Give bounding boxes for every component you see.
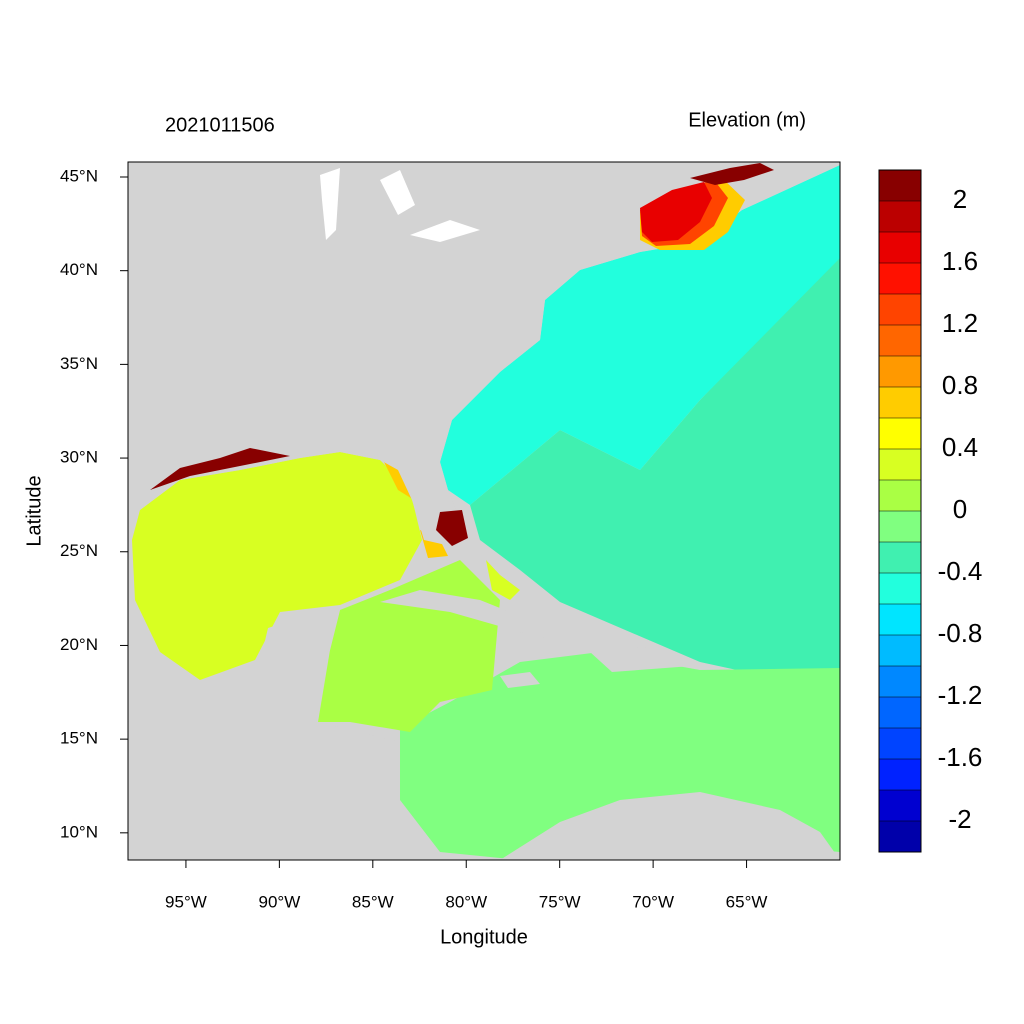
colorbar-frame [878, 169, 922, 853]
colorbar-box [879, 573, 921, 604]
y-axis-label: Latitude [23, 475, 45, 546]
field-region [440, 165, 840, 505]
field-region [382, 455, 414, 500]
colorbar: -2 -1.6 -1.2 -0.8 -0.4 0 0.4 0.8 1.2 1.6 2 [878, 169, 983, 853]
y-tick-label: 10°N [60, 822, 98, 841]
colorbar-box [879, 666, 921, 697]
y-tick-label: 30°N [60, 448, 98, 467]
colorbar-label: -1.2 [938, 680, 983, 710]
land [500, 792, 840, 860]
y-tick-label: 15°N [60, 729, 98, 748]
land [380, 590, 562, 642]
colorbar-box [879, 480, 921, 511]
colorbar-box [879, 728, 921, 759]
field-region [690, 163, 774, 185]
plot-subtitle: Elevation (m) [688, 109, 806, 131]
x-tick-label: 65°W [726, 892, 768, 911]
x-tick-label: 95°W [165, 892, 207, 911]
field-region [486, 560, 520, 600]
x-tick-label: 90°W [258, 892, 300, 911]
colorbar-box [879, 449, 921, 480]
colorbar-box [879, 821, 921, 852]
land [500, 672, 540, 688]
colorbar-label: 0.8 [942, 370, 978, 400]
colorbar-label: 1.2 [942, 308, 978, 338]
land [128, 162, 840, 545]
colorbar-box [879, 790, 921, 821]
colorbar-box [879, 356, 921, 387]
colorbar-label: -0.8 [938, 618, 983, 648]
colorbar-box [879, 418, 921, 449]
colorbar-label: 0.4 [942, 432, 978, 462]
colorbar-box [879, 387, 921, 418]
colorbar-box [879, 325, 921, 356]
colorbar-box [879, 232, 921, 263]
colorbar-box [879, 635, 921, 666]
land [128, 610, 400, 860]
colorbar-box [879, 759, 921, 790]
colorbar-box [879, 604, 921, 635]
field-region [470, 255, 840, 675]
lake [410, 220, 480, 242]
colorbar-box [879, 170, 921, 201]
colorbar-box [879, 201, 921, 232]
land [590, 646, 692, 672]
colorbar-box [879, 263, 921, 294]
plot-title: 2021011506 [165, 114, 275, 136]
colorbar-label: 1.6 [942, 246, 978, 276]
colorbar-label: -2 [948, 804, 971, 834]
x-tick-label: 80°W [445, 892, 487, 911]
y-tick-label: 35°N [60, 354, 98, 373]
colorbar-box [879, 697, 921, 728]
y-tick-label: 20°N [60, 635, 98, 654]
colorbar-label: 0 [953, 494, 967, 524]
colorbar-box [879, 542, 921, 573]
y-tick-label: 40°N [60, 260, 98, 279]
lake [380, 170, 415, 215]
colorbar-box [879, 511, 921, 542]
field-region [132, 452, 422, 680]
colorbar-label: 2 [953, 184, 967, 214]
lake [320, 168, 340, 240]
map-frame [127, 161, 841, 861]
field-region [150, 448, 290, 490]
colorbar-label: -1.6 [938, 742, 983, 772]
x-tick-label: 75°W [539, 892, 581, 911]
colorbar-box [879, 294, 921, 325]
y-tick-label: 45°N [60, 166, 98, 185]
x-tick-label: 70°W [632, 892, 674, 911]
x-tick-label: 85°W [352, 892, 394, 911]
field-region [436, 510, 468, 546]
field-region [640, 182, 712, 242]
x-axis-label: Longitude [440, 926, 528, 948]
map-area [127, 161, 841, 861]
colorbar-label: -0.4 [938, 556, 983, 586]
y-tick-label: 25°N [60, 541, 98, 560]
